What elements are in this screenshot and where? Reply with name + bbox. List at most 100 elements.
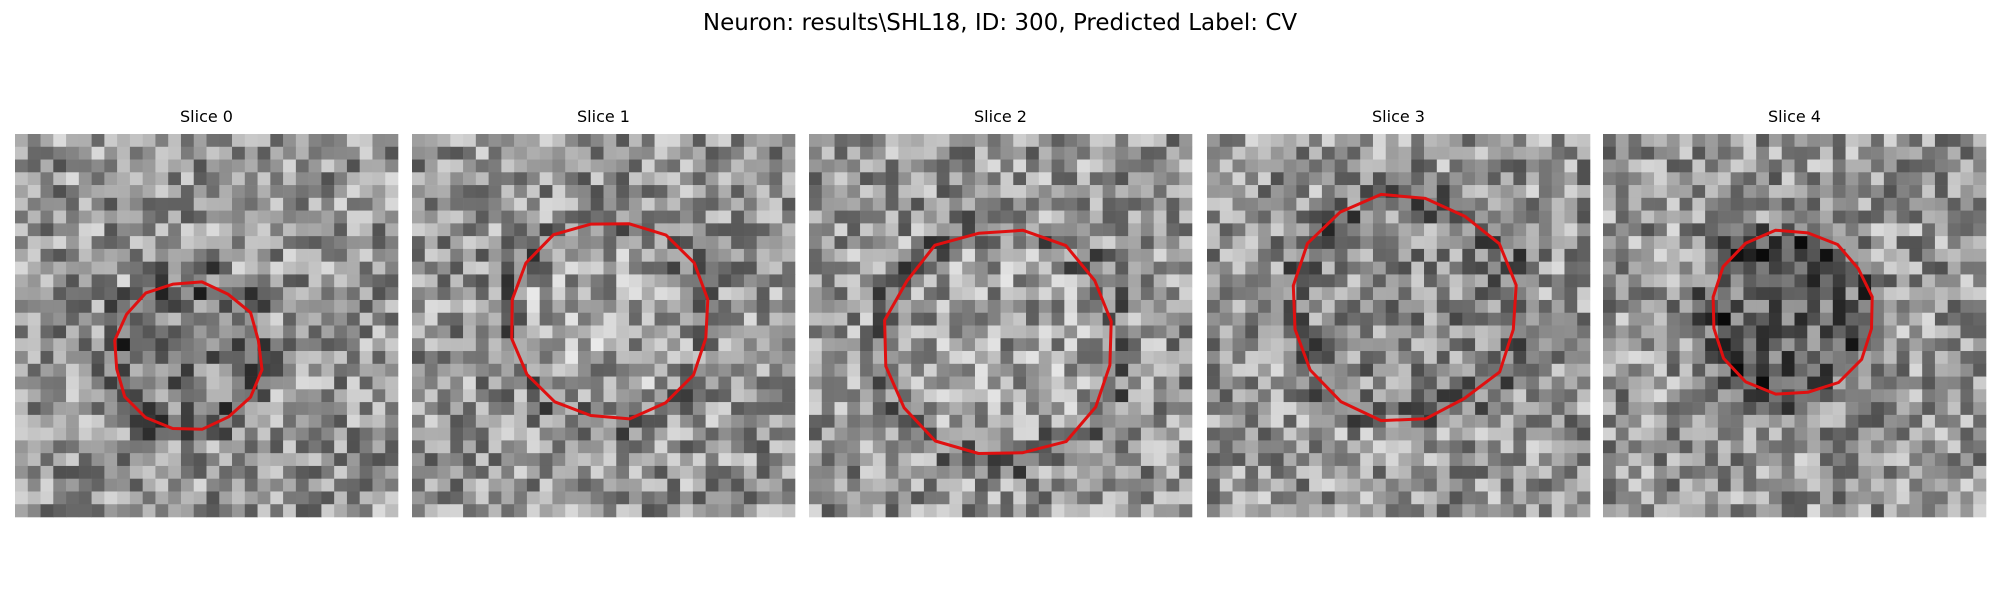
pixel [1051,223,1065,237]
pixel [232,159,246,173]
pixel [692,312,706,326]
pixel [206,376,220,390]
pixel [860,389,874,403]
pixel [641,389,655,403]
pixel [1475,185,1489,199]
pixel [949,427,963,441]
pixel [437,453,451,467]
pixel [1385,248,1399,262]
pixel [1858,478,1872,492]
pixel [1487,223,1501,237]
pixel [654,465,668,479]
pixel [283,236,297,250]
pixel [180,376,195,390]
pixel [1513,478,1527,492]
pixel [1360,325,1374,339]
pixel [15,197,29,211]
pixel [667,223,681,237]
pixel [1768,363,1783,377]
pixel [475,312,489,326]
pixel [1922,159,1936,173]
pixel [1360,478,1374,492]
pixel [1372,223,1387,237]
pixel [1743,134,1757,148]
pixel [782,312,796,326]
pixel [117,146,131,160]
pixel [1717,236,1731,250]
pixel [1615,427,1629,441]
pixel [1283,185,1297,199]
pixel [1258,210,1272,224]
pixel [40,210,54,224]
pixel [1436,274,1450,288]
pixel [66,465,80,479]
pixel [667,491,681,505]
pixel [872,185,886,199]
pixel [1000,427,1014,441]
pixel [1551,299,1565,314]
pixel [1896,414,1910,428]
pixel [1013,478,1027,492]
pixel [117,248,131,262]
pixel [321,389,335,403]
pixel [1166,325,1180,339]
pixel [1654,134,1668,148]
pixel [885,210,899,224]
pixel [756,261,770,275]
pixel [1153,478,1167,492]
pixel [321,172,335,186]
pixel [1219,351,1233,365]
pixel [450,325,464,339]
pixel [1140,363,1154,377]
pixel [283,210,297,224]
pixel [346,287,360,301]
pixel [987,134,1001,148]
pixel [1436,299,1450,314]
pixel [244,223,258,237]
pixel [463,504,477,518]
pixel [1641,465,1655,479]
pixel [923,287,937,301]
pixel [1270,465,1284,479]
pixel [1500,223,1514,237]
pixel [1115,478,1129,492]
pixel [1089,146,1103,160]
pixel [1960,440,1974,454]
pixel [1743,389,1757,403]
pixel [756,427,770,441]
pixel [1166,453,1180,467]
pixel [1500,287,1514,301]
pixel [129,427,143,441]
pixel [1360,261,1374,275]
pixel [437,351,451,365]
pixel [1628,414,1642,428]
pixel [1845,440,1859,454]
pixel [731,453,745,467]
pixel [1551,223,1565,237]
pixel [1807,236,1821,250]
pixel [782,287,796,301]
pixel [756,376,770,390]
pixel [1487,440,1501,454]
pixel [1526,465,1540,479]
pixel [1871,185,1885,199]
pixel [1283,223,1297,237]
pixel [1679,172,1693,186]
pixel [1679,427,1693,441]
pixel [412,325,426,339]
pixel [283,478,297,492]
pixel [1347,414,1361,428]
pixel [756,210,770,224]
pixel [270,312,284,326]
pixel [283,389,297,403]
pixel [15,236,29,250]
pixel [321,376,335,390]
pixel [412,376,426,390]
pixel [40,312,54,326]
pixel [1232,236,1246,250]
pixel [872,197,886,211]
pixel [743,274,757,288]
pixel [1347,134,1361,148]
pixel [872,389,886,403]
pixel [91,427,105,441]
